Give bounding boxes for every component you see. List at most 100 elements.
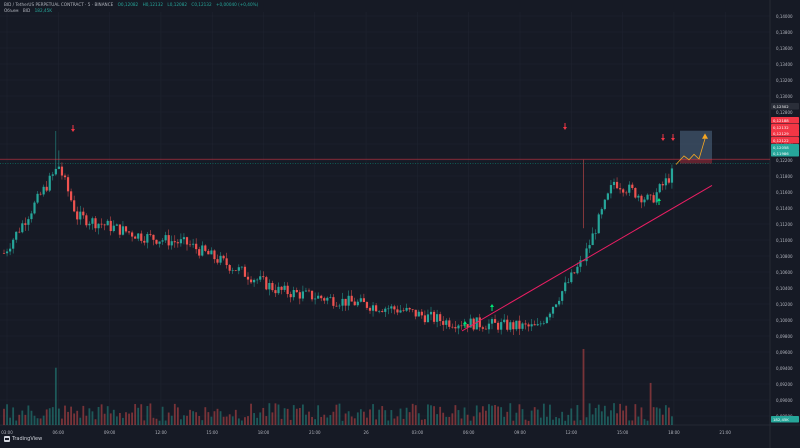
volume-bar [661, 414, 664, 425]
price-tag [771, 130, 799, 137]
volume-bar [256, 417, 259, 425]
candle-body [591, 233, 594, 246]
tradingview-logo[interactable]: TradingView [4, 436, 42, 442]
candle-body [73, 200, 76, 212]
volume-bar [494, 404, 496, 425]
symbol-title[interactable]: BID / TetherUS PERPETUAL CONTRACT · 5 · … [4, 2, 114, 7]
volume-bar [308, 411, 310, 425]
volume-bar [115, 416, 118, 425]
volume-bar [375, 419, 377, 425]
price-axis-label: 0,13600 [776, 46, 793, 51]
volume-bar [463, 407, 466, 425]
candle-body [176, 242, 179, 244]
price-tag-label: 0,12188 [773, 118, 789, 123]
volume-bar [597, 404, 600, 425]
volume-bar [607, 416, 609, 425]
volume-bar [381, 406, 384, 425]
volume-bar [6, 404, 8, 425]
time-axis-label: 03:00 [1, 430, 13, 435]
volume-bar [497, 406, 499, 425]
volume-bar [204, 407, 207, 425]
candle-body [222, 255, 225, 259]
volume-bar [94, 419, 97, 425]
candle-body [182, 237, 186, 240]
volume-bar [176, 407, 179, 425]
candle-body [289, 294, 292, 298]
candle-body [625, 192, 628, 194]
volume-bar [564, 420, 567, 425]
volume-bar [518, 404, 521, 425]
candle-body [121, 226, 125, 235]
volume-bar [183, 415, 185, 425]
volume-bar [619, 403, 621, 425]
volume-bar [399, 408, 402, 425]
volume-bar [521, 409, 524, 425]
candle-body [652, 195, 655, 203]
candle-body [137, 233, 140, 239]
candle-body [9, 248, 12, 252]
volume-bar [286, 408, 289, 425]
volume-bar [289, 419, 292, 425]
candle-body [39, 193, 42, 195]
volume-bar [152, 417, 155, 425]
volume-bar [646, 420, 649, 425]
candle-body [188, 244, 192, 246]
sell-signal-arrow-head [661, 138, 665, 141]
volume-bar [125, 412, 127, 425]
volume-bar [192, 411, 194, 425]
volume-bar [27, 405, 30, 425]
volume-bar [515, 412, 518, 425]
candle-body [179, 239, 182, 244]
volume-bar [436, 414, 438, 425]
volume-bar [195, 412, 198, 425]
candle-body [414, 309, 417, 317]
candle-body [307, 290, 311, 292]
candle-body [57, 166, 60, 169]
time-axis-label: 26 [364, 430, 370, 435]
candle-body [603, 199, 606, 210]
volume-bar [347, 411, 350, 425]
candle-body [503, 319, 506, 323]
candle-body [225, 258, 228, 266]
candle-body [231, 270, 234, 271]
candle-body [609, 185, 613, 194]
candle-body [344, 298, 347, 306]
candle-body [548, 313, 552, 318]
ohlc-low: L0,12082 [167, 2, 188, 7]
price-axis-label: 0,10200 [776, 302, 793, 307]
price-axis-label: 0,13400 [776, 62, 793, 67]
price-axis-label: 0,09000 [776, 398, 793, 403]
candle-body [249, 279, 253, 283]
candle-body [283, 285, 286, 290]
candle-body [207, 250, 210, 255]
price-tag-label: 0,12502 [773, 104, 789, 109]
price-axis-label: 0,10800 [776, 254, 793, 259]
candle-body [466, 324, 469, 328]
candle-body [338, 305, 341, 307]
candle-body [426, 314, 430, 323]
volume-bar [506, 411, 509, 425]
candle-body [667, 178, 670, 183]
candle-body [317, 295, 320, 299]
volume-bar [61, 418, 63, 425]
candle-body [460, 325, 463, 327]
volume-bar [558, 418, 560, 425]
volume-bar [417, 413, 420, 425]
candle-body [310, 290, 314, 300]
volume-bar [228, 414, 231, 425]
price-tag-label: 0,12129 [773, 131, 789, 136]
candle-body [115, 224, 118, 226]
candle-body [54, 168, 57, 175]
volume-bar [39, 418, 42, 425]
volume-bar [317, 405, 320, 425]
volume-bar [542, 403, 545, 425]
price-axis-label: 0,09800 [776, 334, 793, 339]
volume-legend[interactable]: Объем BID 182,45K [4, 8, 52, 13]
candle-body [536, 324, 539, 326]
volume-bar [640, 407, 643, 425]
candle-body [42, 186, 45, 195]
candle-body [106, 220, 109, 226]
price-axis-label: 0,10400 [776, 286, 793, 291]
